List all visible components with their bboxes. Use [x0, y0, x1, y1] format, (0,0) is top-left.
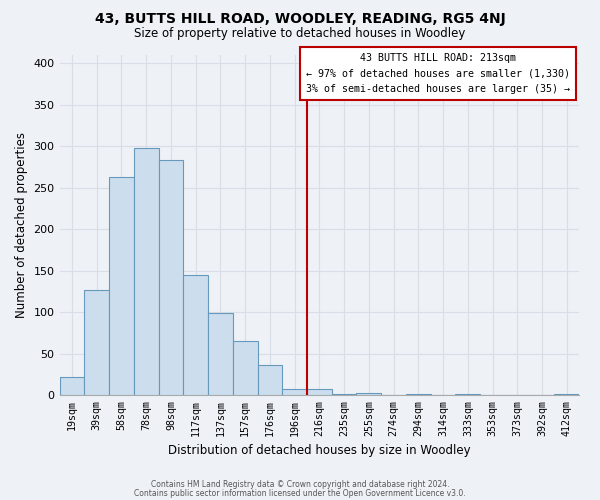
Bar [59, 377, 84, 396]
Y-axis label: Number of detached properties: Number of detached properties [15, 132, 28, 318]
Bar [183, 275, 208, 396]
Bar [307, 388, 332, 396]
Bar [134, 148, 158, 396]
Bar [233, 342, 257, 396]
Bar [332, 394, 356, 396]
Bar [208, 313, 233, 396]
Text: Size of property relative to detached houses in Woodley: Size of property relative to detached ho… [134, 28, 466, 40]
X-axis label: Distribution of detached houses by size in Woodley: Distribution of detached houses by size … [168, 444, 470, 458]
Bar [554, 394, 579, 396]
Bar [158, 160, 183, 396]
Bar [257, 364, 282, 396]
Text: Contains public sector information licensed under the Open Government Licence v3: Contains public sector information licen… [134, 488, 466, 498]
Bar [356, 393, 381, 396]
Bar [282, 388, 307, 396]
Bar [109, 177, 134, 396]
Text: 43, BUTTS HILL ROAD, WOODLEY, READING, RG5 4NJ: 43, BUTTS HILL ROAD, WOODLEY, READING, R… [95, 12, 505, 26]
Bar [406, 394, 431, 396]
Text: 43 BUTTS HILL ROAD: 213sqm
← 97% of detached houses are smaller (1,330)
3% of se: 43 BUTTS HILL ROAD: 213sqm ← 97% of deta… [306, 52, 570, 94]
Text: Contains HM Land Registry data © Crown copyright and database right 2024.: Contains HM Land Registry data © Crown c… [151, 480, 449, 489]
Bar [84, 290, 109, 396]
Bar [455, 394, 480, 396]
